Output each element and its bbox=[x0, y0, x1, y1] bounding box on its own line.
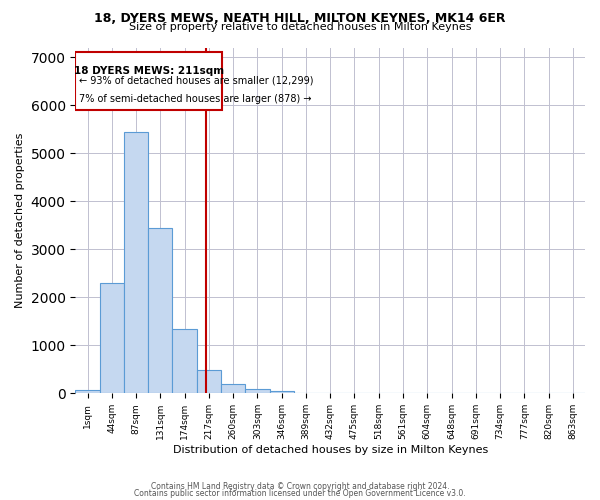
Bar bbox=[172, 330, 197, 394]
FancyBboxPatch shape bbox=[76, 52, 222, 110]
Bar bbox=[124, 132, 148, 394]
Text: 7% of semi-detached houses are larger (878) →: 7% of semi-detached houses are larger (8… bbox=[79, 94, 311, 104]
Text: Contains public sector information licensed under the Open Government Licence v3: Contains public sector information licen… bbox=[134, 489, 466, 498]
X-axis label: Distribution of detached houses by size in Milton Keynes: Distribution of detached houses by size … bbox=[173, 445, 488, 455]
Text: Size of property relative to detached houses in Milton Keynes: Size of property relative to detached ho… bbox=[129, 22, 471, 32]
Bar bbox=[76, 390, 100, 394]
Bar bbox=[100, 283, 124, 394]
Bar bbox=[269, 390, 294, 394]
Bar bbox=[148, 228, 172, 394]
Text: ← 93% of detached houses are smaller (12,299): ← 93% of detached houses are smaller (12… bbox=[79, 76, 314, 86]
Text: Contains HM Land Registry data © Crown copyright and database right 2024.: Contains HM Land Registry data © Crown c… bbox=[151, 482, 449, 491]
Text: 18, DYERS MEWS, NEATH HILL, MILTON KEYNES, MK14 6ER: 18, DYERS MEWS, NEATH HILL, MILTON KEYNE… bbox=[94, 12, 506, 26]
Bar bbox=[221, 384, 245, 394]
Bar bbox=[245, 389, 269, 394]
Y-axis label: Number of detached properties: Number of detached properties bbox=[15, 132, 25, 308]
Text: 18 DYERS MEWS: 211sqm: 18 DYERS MEWS: 211sqm bbox=[74, 66, 224, 76]
Bar bbox=[197, 370, 221, 394]
